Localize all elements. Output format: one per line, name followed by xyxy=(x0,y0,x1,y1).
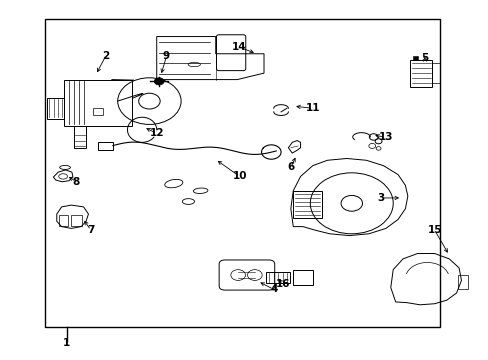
Bar xyxy=(457,275,467,289)
Circle shape xyxy=(154,78,163,85)
Text: 13: 13 xyxy=(378,132,392,142)
Text: 14: 14 xyxy=(232,42,246,52)
Bar xyxy=(64,80,132,126)
Text: 4: 4 xyxy=(269,284,277,294)
Text: 5: 5 xyxy=(421,53,427,63)
Bar xyxy=(93,108,103,116)
Text: 2: 2 xyxy=(102,51,109,61)
Text: 6: 6 xyxy=(286,162,294,172)
Bar xyxy=(409,60,431,87)
Text: 12: 12 xyxy=(149,129,163,138)
Text: 3: 3 xyxy=(377,193,384,203)
Bar xyxy=(71,215,82,226)
Bar xyxy=(431,63,439,83)
Bar xyxy=(74,126,86,148)
Text: 1: 1 xyxy=(63,338,70,348)
Text: 16: 16 xyxy=(276,279,290,289)
Bar xyxy=(59,215,68,226)
Bar xyxy=(266,272,289,283)
Bar xyxy=(98,141,113,149)
Bar xyxy=(293,270,312,285)
Text: 15: 15 xyxy=(427,225,441,235)
Bar xyxy=(412,55,417,60)
Text: 8: 8 xyxy=(73,177,80,187)
Text: 9: 9 xyxy=(163,51,170,61)
Bar xyxy=(44,19,439,327)
Bar xyxy=(293,191,321,218)
Text: 11: 11 xyxy=(305,103,319,113)
Text: 10: 10 xyxy=(232,171,246,181)
Bar xyxy=(47,98,64,119)
Text: 7: 7 xyxy=(87,225,94,235)
